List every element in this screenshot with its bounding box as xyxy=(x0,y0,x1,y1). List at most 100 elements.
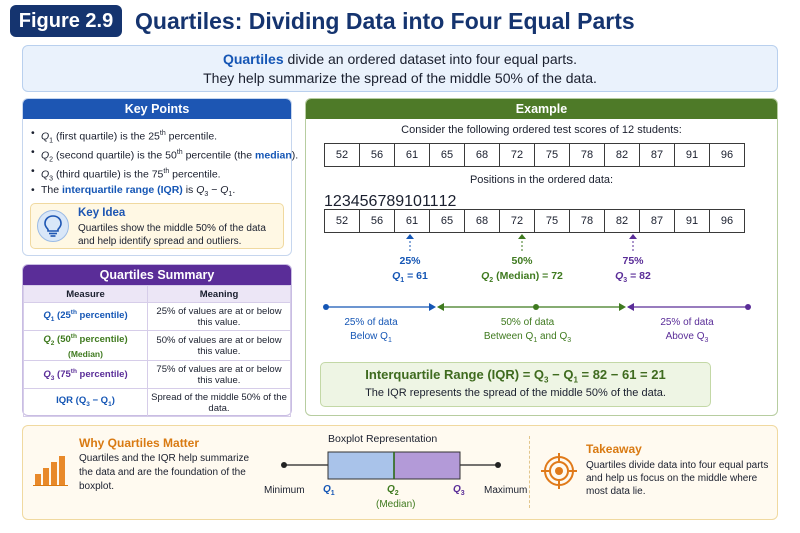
position-label: 7 xyxy=(377,193,387,210)
score-cell: 65 xyxy=(429,143,465,167)
intro-line-1-text: divide an ordered dataset into four equa… xyxy=(283,51,578,67)
key-points-title: Key Points xyxy=(23,99,291,119)
table-row: Q1 (25th percentile) 25% of values are a… xyxy=(23,302,291,331)
score-cell: 82 xyxy=(604,143,640,167)
quartiles-summary-panel: Quartiles Summary Measure Meaning Q1 (25… xyxy=(22,264,292,418)
boxplot-q1-label: Q1 xyxy=(323,484,335,497)
score-cell: 56 xyxy=(359,143,395,167)
score-cell: 68 xyxy=(464,143,500,167)
summary-measure-q2: Q2 (50th percentile) (Median) xyxy=(23,329,148,362)
lightbulb-icon xyxy=(37,210,69,242)
q1-marker: 25% Q1 = 61 xyxy=(392,255,428,285)
example-caption-scores: Consider the following ordered test scor… xyxy=(401,124,682,136)
position-label: 2 xyxy=(332,193,342,210)
summary-meaning-q3: 75% of values are at or below this value… xyxy=(147,360,291,390)
takeaway-title: Takeaway xyxy=(586,442,642,456)
key-idea-title: Key Idea xyxy=(78,207,126,219)
bottom-panel: Why Quartiles Matter Quartiles and the I… xyxy=(22,425,778,520)
table-row: Q2 (50th percentile) (Median) 50% of valu… xyxy=(23,329,291,362)
q2-marker: 50% Q2 (Median) = 72 xyxy=(481,255,563,285)
score-cell-indexed: 52 xyxy=(324,209,360,233)
intro-line-2: They help summarize the spread of the mi… xyxy=(203,70,597,86)
table-row: Q3 (75th percentile) 75% of values are a… xyxy=(23,360,291,390)
score-cell: 75 xyxy=(534,143,570,167)
score-cell-indexed: 78 xyxy=(569,209,605,233)
score-cell: 78 xyxy=(569,143,605,167)
score-cell-indexed: 91 xyxy=(674,209,710,233)
q3-marker: 75% Q3 = 82 xyxy=(615,255,651,285)
intro-box: Quartiles divide an ordered dataset into… xyxy=(22,45,778,92)
summary-measure-q1: Q1 (25th percentile) xyxy=(23,302,148,331)
key-idea-text: Quartiles show the middle 50% of the dat… xyxy=(78,223,266,247)
position-label: 8 xyxy=(386,193,396,210)
q2-arrow-icon xyxy=(518,234,526,251)
position-label: 4 xyxy=(350,193,360,210)
position-label: 11 xyxy=(421,193,439,210)
iqr-note: The IQR represents the spread of the mid… xyxy=(365,387,666,399)
segment-number-line xyxy=(323,303,751,311)
iqr-box: Interquartile Range (IQR) = Q3 − Q1 = 82… xyxy=(320,362,711,407)
why-quartiles-text: Quartiles and the IQR help summarize the… xyxy=(79,453,250,492)
segment-below-q1: 25% of data Below Q1 xyxy=(344,317,398,344)
boxplot-min-label: Minimum xyxy=(264,485,305,496)
scores-row: 52 56 61 65 68 72 75 78 82 87 91 96 xyxy=(324,143,745,167)
boxplot-max-label: Maximum xyxy=(484,485,528,496)
boxplot-title: Boxplot Representation xyxy=(328,433,438,445)
boxplot-diagram xyxy=(281,451,501,480)
summary-col-meaning: Meaning xyxy=(147,285,291,303)
position-label: 3 xyxy=(341,193,351,210)
example-panel: Example Consider the following ordered t… xyxy=(305,98,778,416)
summary-meaning-q1: 25% of values are at or below this value… xyxy=(147,302,291,331)
segment-above-q3: 25% of data Above Q3 xyxy=(660,317,714,344)
example-title: Example xyxy=(306,99,777,119)
key-point-q2: Q2 (second quartile) is the 50th percent… xyxy=(31,144,298,164)
positions-row: 1 2 3 4 5 6 7 8 9 10 11 12 xyxy=(324,193,456,211)
q3-arrow-icon xyxy=(629,234,637,251)
figure-badge: Figure 2.9 xyxy=(10,5,122,37)
key-idea-box: Key Idea Quartiles show the middle 50% o… xyxy=(30,203,284,249)
q1-arrow-icon xyxy=(406,234,414,251)
summary-meaning-iqr: Spread of the middle 50% of the data. xyxy=(147,388,291,418)
boxplot-q2-label: Q2 xyxy=(387,484,399,497)
key-point-iqr: The interquartile range (IQR) is Q3 − Q1… xyxy=(31,182,291,201)
score-cell: 61 xyxy=(394,143,430,167)
bar-chart-icon xyxy=(33,456,68,486)
bottom-divider xyxy=(529,436,530,508)
score-cell-indexed: 56 xyxy=(359,209,395,233)
scores-row-indexed: 52 56 61 65 68 72 75 78 82 87 91 96 xyxy=(324,209,745,233)
score-cell: 96 xyxy=(709,143,745,167)
score-cell-indexed: 68 xyxy=(464,209,500,233)
table-row: IQR (Q3 − Q1) Spread of the middle 50% o… xyxy=(23,388,291,418)
summary-title: Quartiles Summary xyxy=(23,265,291,285)
page-title: Quartiles: Dividing Data into Four Equal… xyxy=(135,8,635,34)
summary-measure-q3: Q3 (75th percentile) xyxy=(23,360,148,390)
score-cell-indexed: 75 xyxy=(534,209,570,233)
summary-meaning-q2: 50% of values are at or below this value… xyxy=(147,329,291,362)
key-points-panel: Key Points Q1 (first quartile) is the 25… xyxy=(22,98,298,256)
score-cell-indexed: 65 xyxy=(429,209,465,233)
position-label: 5 xyxy=(359,193,369,210)
segment-between: 50% of data Between Q1 and Q3 xyxy=(483,317,572,344)
summary-table: Measure Meaning Q1 (25th percentile) 25%… xyxy=(23,285,291,418)
takeaway-text: Quartiles divide data into four equal pa… xyxy=(586,460,769,497)
position-label: 9 xyxy=(395,193,405,210)
score-cell: 91 xyxy=(674,143,710,167)
summary-measure-iqr: IQR (Q3 − Q1) xyxy=(23,388,148,418)
position-label: 6 xyxy=(368,193,378,210)
intro-term: Quartiles xyxy=(222,51,284,67)
score-cell: 87 xyxy=(639,143,675,167)
key-points-list: Q1 (first quartile) is the 25th percenti… xyxy=(23,119,298,201)
position-label: 10 xyxy=(404,193,422,210)
key-point-q1: Q1 (first quartile) is the 25th percenti… xyxy=(31,125,291,145)
score-cell: 72 xyxy=(499,143,535,167)
score-cell-indexed: 61 xyxy=(394,209,430,233)
position-label: 1 xyxy=(324,193,333,210)
summary-col-measure: Measure xyxy=(23,285,148,303)
intro-line-1: Quartiles divide an ordered dataset into… xyxy=(23,50,777,69)
key-point-q3: Q3 (third quartile) is the 75th percenti… xyxy=(31,163,291,183)
score-cell-indexed: 87 xyxy=(639,209,675,233)
score-cell-indexed: 72 xyxy=(499,209,535,233)
position-label: 12 xyxy=(438,193,457,210)
example-caption-positions: Positions in the ordered data: xyxy=(469,174,614,186)
boxplot-median-label: (Median) xyxy=(376,499,416,510)
